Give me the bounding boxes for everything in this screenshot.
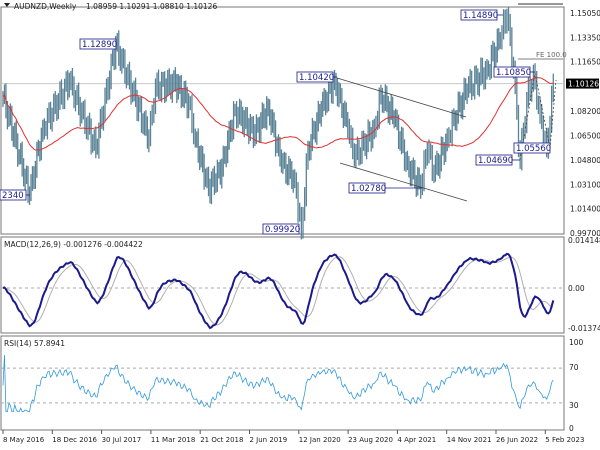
symbol-title: AUDNZD,Weekly [14, 2, 77, 11]
macd-axis-tick: 0.014148 [568, 236, 600, 245]
price-annotation-label: 1.12890 [82, 40, 117, 50]
price-axis-tick: 1.06500 [570, 132, 600, 141]
current-price-label: 1.10126 [568, 80, 599, 89]
price-annotation-label: 1.05560 [516, 144, 551, 154]
price-annotation-label: 0.99920 [265, 225, 300, 235]
price-axis-tick: 0.99700 [570, 229, 600, 238]
price-annotation-label: 1.02780 [351, 184, 386, 194]
triangle-down-icon[interactable] [4, 3, 10, 7]
current-price-marker [566, 78, 599, 89]
moving-average-line [2, 77, 554, 151]
price-annotation-label: 2340 [2, 191, 24, 201]
ohlc-values: 1.08959 1.10291 1.08810 1.10126 [86, 2, 217, 11]
panel-frames [0, 6, 565, 431]
macd-title: MACD(12,26,9) -0.001276 -0.004422 [4, 240, 143, 249]
time-axis-tick: 30 Jul 2017 [102, 436, 142, 444]
price-annotation-label: 1.10420 [299, 73, 334, 83]
fe-100-label: FE 100.0 [536, 51, 567, 59]
channel-upper-trendline [336, 77, 467, 118]
rsi-axis-tick: 100 [569, 338, 584, 347]
price-axis-tick: 1.15050 [570, 9, 600, 18]
time-axis-tick: 4 Apr 2021 [397, 436, 436, 444]
price-axis-tick: 1.11650 [570, 58, 600, 67]
price-axis-tick: 1.08200 [570, 107, 600, 116]
macd-signal-line [2, 256, 554, 326]
rsi-axis-tick: 0 [569, 424, 574, 433]
time-axis-tick: 14 Nov 2021 [447, 436, 492, 444]
time-axis-tick: 21 Oct 2018 [200, 436, 243, 444]
time-axis-tick: 18 Dec 2016 [52, 436, 97, 444]
macd-axis-tick: -0.013743 [568, 324, 600, 333]
price-axis-tick: 1.03100 [570, 180, 600, 189]
price-annotation-label: 1.04690 [478, 156, 513, 166]
time-axis-tick: 2 Jun 2019 [250, 436, 288, 444]
price-annotation-label: 1.10850 [496, 68, 531, 78]
channel-lower-trendline [339, 162, 468, 202]
price-annotation-label: 1.14890 [463, 11, 498, 21]
fibonacci-projection-dotted [519, 72, 557, 161]
price-axis-tick: 1.13350 [570, 33, 600, 42]
macd-panel [0, 236, 565, 334]
rsi-line [2, 355, 554, 413]
rsi-axis-tick: 70 [569, 363, 579, 372]
time-axis-tick: 26 Jun 2022 [496, 436, 538, 444]
macd-line [2, 252, 555, 330]
time-axis-tick: 8 May 2016 [3, 436, 45, 444]
time-axis-tick: 11 Mar 2018 [151, 436, 195, 444]
time-axis-tick: 5 Feb 2023 [545, 436, 584, 444]
price-axis-tick: 1.01400 [570, 205, 600, 214]
price-annotation-box [513, 142, 551, 154]
price-axis-tick: 1.04800 [570, 156, 600, 165]
rsi-title: RSI(14) 57.8941 [4, 339, 65, 348]
time-axis-tick: 23 Aug 2020 [348, 436, 393, 444]
macd-axis-tick: 0.00 [568, 284, 585, 293]
rsi-panel [0, 335, 565, 431]
rsi-axis-tick: 30 [569, 401, 579, 410]
time-axis-tick: 12 Jan 2020 [299, 436, 341, 444]
